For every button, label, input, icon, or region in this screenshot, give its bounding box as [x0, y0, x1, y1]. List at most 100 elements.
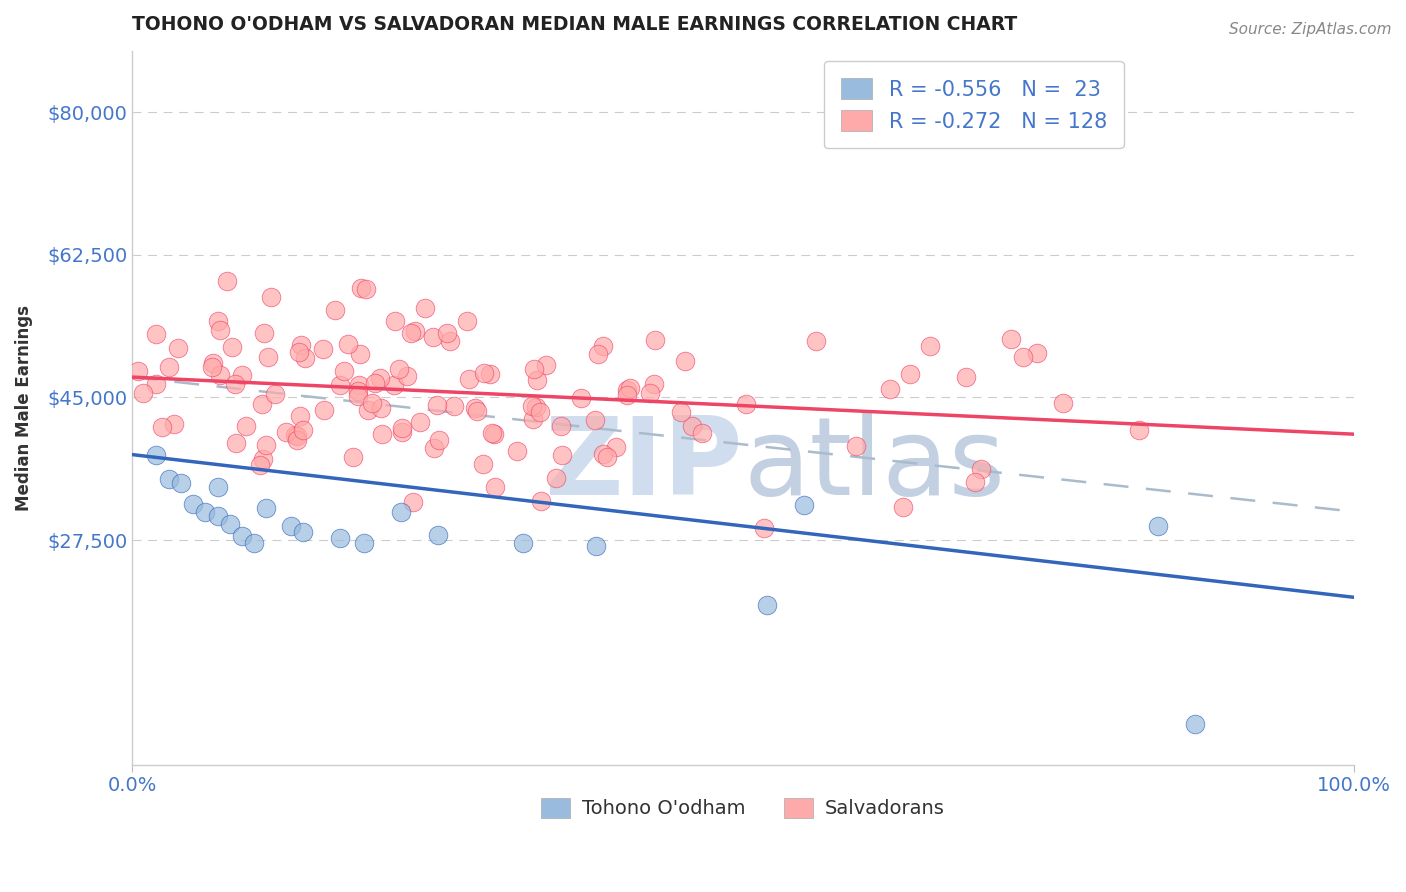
Point — [312, 342, 335, 356]
Point — [596, 450, 619, 465]
Point — [231, 529, 253, 543]
Point — [312, 403, 335, 417]
Point — [201, 360, 224, 375]
Point — [479, 367, 502, 381]
Point — [423, 441, 446, 455]
Point — [342, 450, 364, 465]
Point — [132, 386, 155, 401]
Point — [253, 326, 276, 340]
Point — [349, 347, 371, 361]
Point — [472, 366, 495, 380]
Point — [329, 378, 352, 392]
Point — [157, 472, 180, 486]
Point — [534, 358, 557, 372]
Point — [252, 451, 274, 466]
Point — [1052, 396, 1074, 410]
Point — [404, 325, 426, 339]
Point — [145, 327, 167, 342]
Point — [364, 376, 387, 390]
Point — [384, 314, 406, 328]
Point — [1012, 351, 1035, 365]
Point — [208, 368, 231, 383]
Point — [401, 495, 423, 509]
Point — [396, 369, 419, 384]
Point — [681, 419, 703, 434]
Point — [290, 337, 312, 351]
Legend: Tohono O'odham, Salvadorans: Tohono O'odham, Salvadorans — [533, 790, 953, 826]
Point — [585, 539, 607, 553]
Point — [529, 494, 551, 508]
Point — [443, 399, 465, 413]
Point — [332, 364, 354, 378]
Point — [207, 480, 229, 494]
Point — [793, 498, 815, 512]
Point — [669, 405, 692, 419]
Text: Source: ZipAtlas.com: Source: ZipAtlas.com — [1229, 22, 1392, 37]
Point — [592, 447, 614, 461]
Point — [235, 418, 257, 433]
Text: TOHONO O'ODHAM VS SALVADORAN MEDIAN MALE EARNINGS CORRELATION CHART: TOHONO O'ODHAM VS SALVADORAN MEDIAN MALE… — [132, 15, 1018, 34]
Point — [224, 377, 246, 392]
Point — [529, 405, 551, 419]
Point — [391, 421, 413, 435]
Point — [436, 326, 458, 340]
Point — [353, 535, 375, 549]
Point — [481, 425, 503, 440]
Point — [194, 505, 217, 519]
Point — [347, 389, 370, 403]
Point — [920, 338, 942, 352]
Point — [464, 401, 486, 416]
Point — [243, 535, 266, 549]
Point — [963, 475, 986, 489]
Point — [354, 282, 377, 296]
Point — [254, 438, 277, 452]
Text: atlas: atlas — [742, 412, 1005, 517]
Point — [970, 462, 993, 476]
Point — [1026, 345, 1049, 359]
Point — [644, 333, 666, 347]
Point — [388, 362, 411, 376]
Point — [898, 368, 921, 382]
Point — [356, 403, 378, 417]
Point — [231, 368, 253, 382]
Point — [382, 377, 405, 392]
Point — [288, 409, 311, 424]
Point — [167, 341, 190, 355]
Point — [391, 425, 413, 440]
Point — [616, 388, 638, 402]
Point — [276, 425, 298, 440]
Point — [955, 369, 977, 384]
Point — [337, 336, 360, 351]
Point — [619, 381, 641, 395]
Point — [288, 345, 311, 359]
Point — [520, 400, 543, 414]
Point — [368, 371, 391, 385]
Point — [484, 427, 506, 442]
Point — [163, 417, 186, 432]
Point — [844, 440, 866, 454]
Point — [170, 476, 193, 491]
Point — [413, 301, 436, 315]
Point — [263, 387, 285, 401]
Point — [202, 356, 225, 370]
Point — [294, 351, 316, 366]
Point — [439, 334, 461, 349]
Point — [285, 428, 308, 442]
Point — [526, 373, 548, 387]
Point — [285, 434, 308, 448]
Point — [371, 427, 394, 442]
Point — [522, 412, 544, 426]
Point — [592, 339, 614, 353]
Point — [1184, 716, 1206, 731]
Point — [284, 428, 307, 442]
Point — [215, 273, 238, 287]
Point — [638, 386, 661, 401]
Point — [544, 471, 567, 485]
Point — [209, 323, 232, 337]
Point — [218, 516, 240, 531]
Point — [457, 372, 479, 386]
Point — [280, 519, 302, 533]
Point — [735, 397, 758, 411]
Point — [422, 329, 444, 343]
Point — [128, 364, 150, 378]
